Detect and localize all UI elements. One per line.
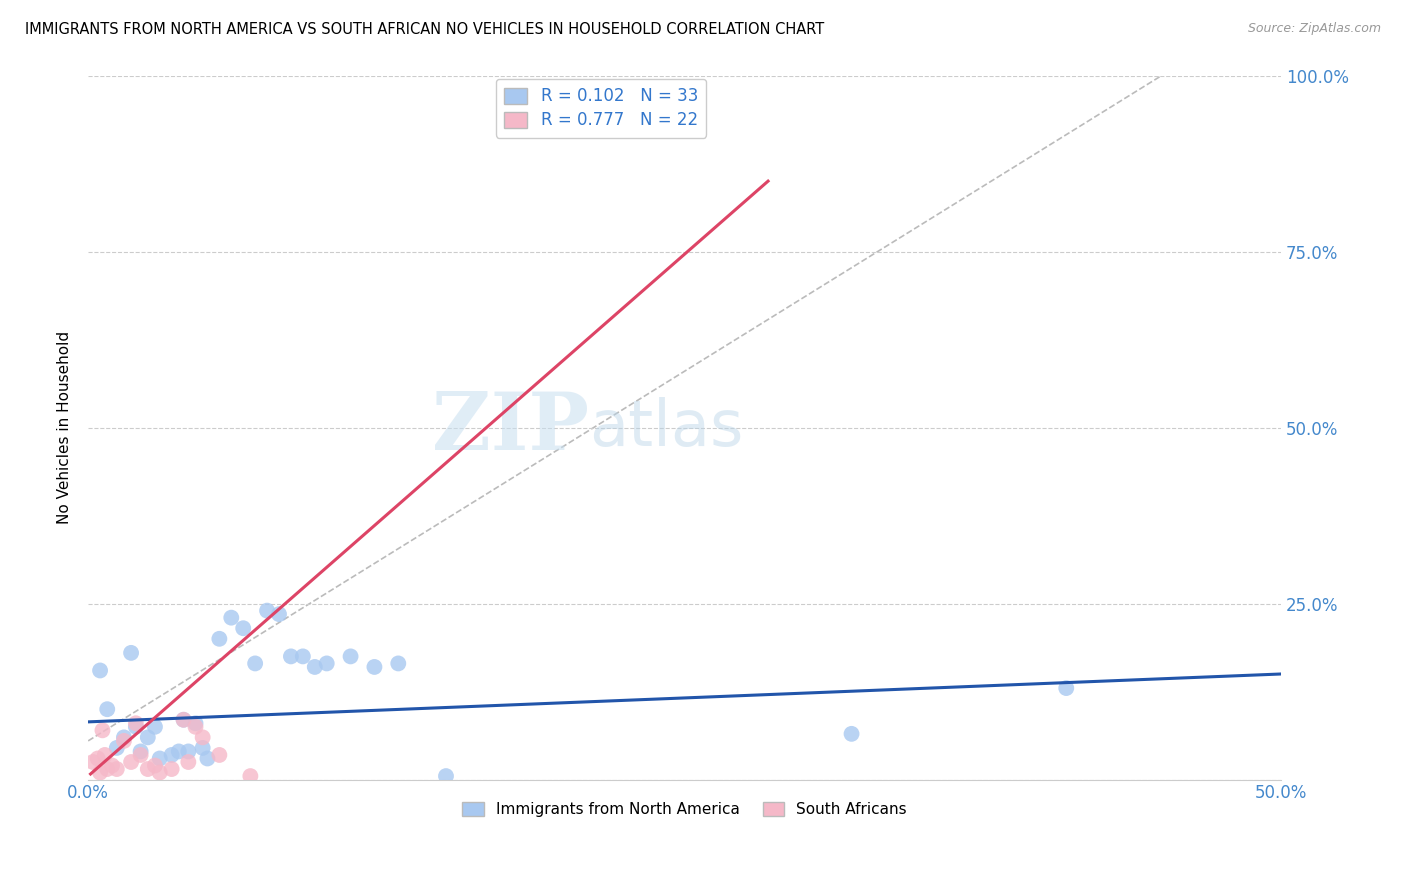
Point	[1054, 681, 1077, 695]
Point	[339, 649, 361, 664]
Point	[184, 716, 207, 731]
Point	[160, 762, 183, 776]
Text: Source: ZipAtlas.com: Source: ZipAtlas.com	[1247, 22, 1381, 36]
Point	[96, 762, 118, 776]
Point	[191, 740, 214, 755]
Point	[256, 604, 278, 618]
Point	[125, 720, 148, 734]
Point	[120, 755, 142, 769]
Point	[129, 747, 152, 762]
Point	[239, 769, 262, 783]
Point	[101, 758, 124, 772]
Point	[167, 744, 190, 758]
Point	[232, 621, 254, 635]
Point	[136, 762, 159, 776]
Point	[173, 713, 195, 727]
Point	[841, 727, 863, 741]
Text: atlas: atlas	[589, 397, 744, 458]
Point	[315, 657, 337, 671]
Point	[208, 747, 231, 762]
Point	[191, 731, 214, 745]
Point	[143, 758, 166, 772]
Point	[82, 755, 104, 769]
Point	[177, 755, 200, 769]
Point	[197, 751, 219, 765]
Point	[94, 747, 117, 762]
Point	[291, 649, 314, 664]
Point	[125, 716, 148, 731]
Y-axis label: No Vehicles in Household: No Vehicles in Household	[58, 331, 72, 524]
Point	[160, 747, 183, 762]
Point	[304, 660, 326, 674]
Point	[184, 720, 207, 734]
Point	[120, 646, 142, 660]
Point	[149, 751, 172, 765]
Point	[387, 657, 409, 671]
Point	[177, 744, 200, 758]
Point	[86, 751, 108, 765]
Point	[208, 632, 231, 646]
Point	[136, 731, 159, 745]
Legend: Immigrants from North America, South Africans: Immigrants from North America, South Afr…	[454, 794, 914, 825]
Point	[129, 744, 152, 758]
Point	[363, 660, 385, 674]
Point	[221, 610, 243, 624]
Point	[267, 607, 290, 622]
Point	[434, 769, 457, 783]
Point	[173, 713, 195, 727]
Point	[143, 720, 166, 734]
Point	[105, 740, 128, 755]
Text: IMMIGRANTS FROM NORTH AMERICA VS SOUTH AFRICAN NO VEHICLES IN HOUSEHOLD CORRELAT: IMMIGRANTS FROM NORTH AMERICA VS SOUTH A…	[25, 22, 824, 37]
Point	[105, 762, 128, 776]
Text: ZIP: ZIP	[432, 389, 589, 467]
Point	[96, 702, 118, 716]
Point	[280, 649, 302, 664]
Point	[91, 723, 114, 738]
Point	[89, 765, 111, 780]
Point	[112, 731, 135, 745]
Point	[149, 765, 172, 780]
Point	[243, 657, 266, 671]
Point	[112, 734, 135, 748]
Point	[89, 664, 111, 678]
